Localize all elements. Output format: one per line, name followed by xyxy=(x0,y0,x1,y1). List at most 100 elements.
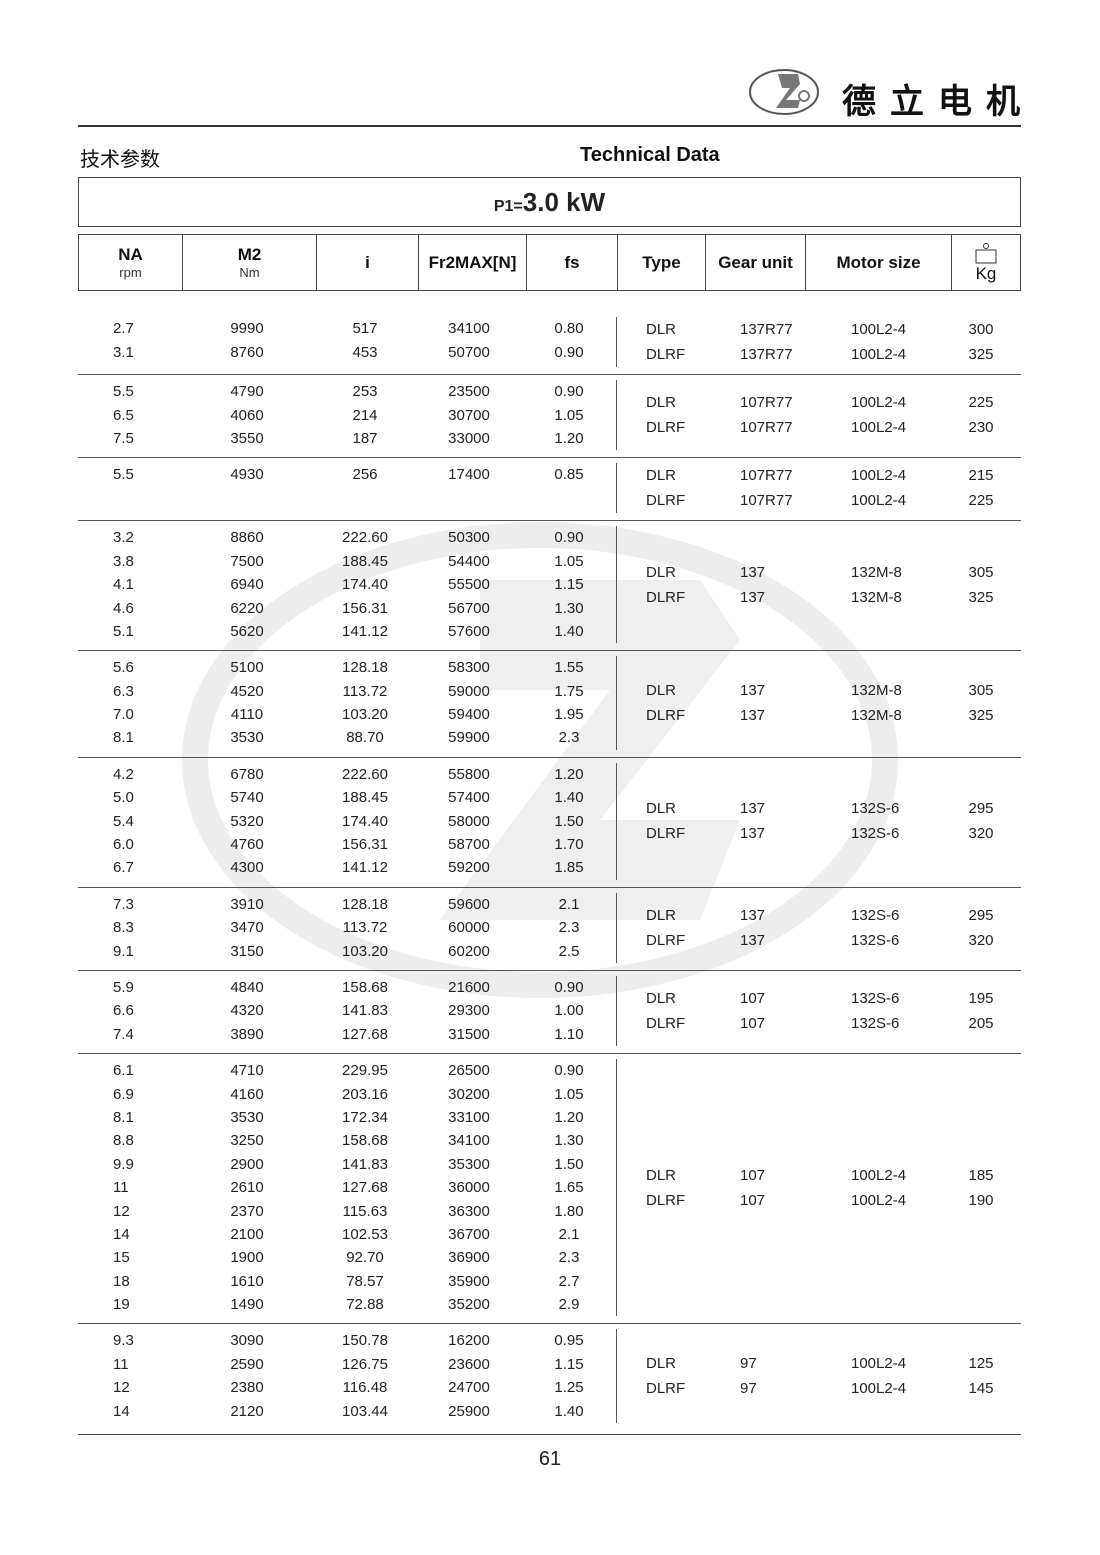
na-cell: 4.2 xyxy=(113,765,134,783)
fs-cell: 2.9 xyxy=(558,1296,580,1314)
fs-cell: 2.5 xyxy=(558,942,580,960)
m2-cell: 4760 xyxy=(230,836,264,854)
fr-cell: 26500 xyxy=(448,1062,490,1080)
na-cell: 5.0 xyxy=(113,789,134,807)
row-group: 5.5 4930 256 17400 0.85 DLR 107R77 100L2-4 215 DL… xyxy=(78,458,1021,522)
table-row: 3.2 8860 222.60 50300 0.90 xyxy=(78,526,616,549)
na-cell: 9.9 xyxy=(113,1155,134,1173)
table-row: 12 2380 116.48 24700 1.25 xyxy=(78,1376,616,1399)
ratio-cell: 126.75 xyxy=(342,1355,388,1373)
m2-cell: 7500 xyxy=(230,552,264,570)
fs-cell: 1.30 xyxy=(554,1132,584,1150)
row-group: 7.3 3910 128.18 59600 2.1 8.3 3470 113.72 60000 2… xyxy=(78,888,1021,971)
type-row: DLRF 107 100L2-4 190 xyxy=(617,1188,1021,1213)
ratio-cell: 174.40 xyxy=(342,812,388,830)
ratio-cell: 188.45 xyxy=(342,552,388,570)
type-row: DLRF 137 132S-6 320 xyxy=(617,928,1021,953)
weight-cell: 145 xyxy=(968,1380,994,1398)
fs-cell: 1.25 xyxy=(554,1379,584,1397)
na-cell: 7.4 xyxy=(113,1025,134,1043)
fr-cell: 57400 xyxy=(448,789,490,807)
ratio-cell: 72.88 xyxy=(346,1296,384,1314)
table-row: 12 2370 115.63 36300 1.80 xyxy=(78,1199,616,1222)
fr-cell: 35200 xyxy=(448,1296,490,1314)
group-values: 5.5 4790 253 23500 0.90 6.5 4060 214 30700 1.05 7.… xyxy=(78,380,617,451)
m2-cell: 8760 xyxy=(230,343,264,361)
m2-cell: 4710 xyxy=(230,1062,264,1080)
type-cell: DLRF xyxy=(646,931,686,949)
motor-size-cell: 100L2-4 xyxy=(851,1166,907,1184)
type-cell: DLR xyxy=(646,394,677,412)
header-divider xyxy=(78,125,1021,127)
m2-cell: 4840 xyxy=(230,979,264,996)
table-row: 3.1 8760 453 50700 0.90 xyxy=(78,340,616,363)
na-cell: 9.1 xyxy=(113,942,134,960)
motor-size-cell: 100L2-4 xyxy=(851,346,907,363)
motor-size-cell: 132M-8 xyxy=(851,681,902,699)
fs-cell: 1.80 xyxy=(554,1202,584,1220)
gear-unit-cell: 107 xyxy=(740,1014,766,1032)
fs-cell: 1.15 xyxy=(554,1355,584,1373)
fr-cell: 30700 xyxy=(448,406,490,424)
fs-cell: 1.75 xyxy=(554,682,584,700)
motor-size-cell: 132M-8 xyxy=(851,588,902,606)
power-rating: P1=3.0 kW xyxy=(78,177,1021,227)
type-cell: DLR xyxy=(646,989,677,1007)
ratio-cell: 172.34 xyxy=(342,1108,388,1126)
type-row: DLRF 137 132M-8 325 xyxy=(617,703,1021,728)
motor-size-cell: 100L2-4 xyxy=(851,419,907,437)
na-cell: 12 xyxy=(113,1202,130,1220)
m2-cell: 4790 xyxy=(230,383,264,401)
na-cell: 6.3 xyxy=(113,682,134,700)
gear-unit-cell: 107 xyxy=(740,1166,766,1184)
fs-cell: 1.05 xyxy=(554,1085,584,1103)
fs-cell: 0.90 xyxy=(554,343,584,361)
group-types: DLR 107R77 100L2-4 215 DLRF 107R77 100L2-4 225 xyxy=(617,463,1021,513)
type-cell: DLR xyxy=(646,800,677,818)
group-values: 5.5 4930 256 17400 0.85 xyxy=(78,463,617,514)
type-row: DLRF 107R77 100L2-4 225 xyxy=(617,488,1021,513)
type-row: DLRF 97 100L2-4 145 xyxy=(617,1376,1021,1401)
m2-cell: 3550 xyxy=(230,429,264,447)
fr-cell: 34100 xyxy=(448,1132,490,1150)
fr-cell: 59900 xyxy=(448,729,490,747)
m2-cell: 5100 xyxy=(230,659,264,677)
type-cell: DLRF xyxy=(646,706,686,724)
fs-cell: 2.3 xyxy=(558,729,580,747)
row-group: 5.6 5100 128.18 58300 1.55 6.3 4520 113.72 59000… xyxy=(78,651,1021,758)
table-row: 5.6 5100 128.18 58300 1.55 xyxy=(78,656,616,679)
table-row: 14 2120 103.44 25900 1.40 xyxy=(78,1399,616,1422)
table-row: 8.1 3530 172.34 33100 1.20 xyxy=(78,1106,616,1129)
fr-cell: 30200 xyxy=(448,1085,490,1103)
type-row: DLR 137R77 100L2-4 300 xyxy=(617,317,1021,342)
m2-cell: 2370 xyxy=(230,1202,264,1220)
na-cell: 8.3 xyxy=(113,919,134,937)
type-cell: DLR xyxy=(646,467,677,485)
motor-size-cell: 132S-6 xyxy=(851,989,900,1007)
brand-name: 德立电机 xyxy=(842,82,1034,122)
col-na: NA rpm xyxy=(79,235,183,290)
row-group: 2.7 9990 517 34100 0.80 3.1 8760 453 50700 0.90 DL… xyxy=(78,312,1021,375)
weight-cell: 295 xyxy=(968,800,994,818)
na-cell: 6.7 xyxy=(113,859,134,877)
ratio-cell: 453 xyxy=(352,343,378,361)
m2-cell: 3470 xyxy=(230,919,264,937)
gear-unit-cell: 137R77 xyxy=(740,346,793,363)
fs-cell: 0.85 xyxy=(554,466,584,484)
m2-cell: 2100 xyxy=(230,1225,264,1243)
m2-cell: 4160 xyxy=(230,1085,264,1103)
gear-unit-cell: 97 xyxy=(740,1380,757,1398)
weight-cell: 215 xyxy=(968,467,994,485)
type-row: DLR 107 100L2-4 185 xyxy=(617,1163,1021,1188)
row-group: 9.3 3090 150.78 16200 0.95 11 2590 126.75 23600 1… xyxy=(78,1324,1021,1430)
gear-unit-cell: 107R77 xyxy=(740,419,793,437)
na-cell: 14 xyxy=(113,1225,130,1243)
type-row: DLR 137 132S-6 295 xyxy=(617,796,1021,821)
table-row: 14 2100 102.53 36700 2.1 xyxy=(78,1223,616,1246)
row-group: 6.1 4710 229.95 26500 0.90 6.9 4160 203.16 30200… xyxy=(78,1054,1021,1325)
row-group: 3.2 8860 222.60 50300 0.90 3.8 7500 188.45 54400… xyxy=(78,521,1021,652)
motor-size-cell: 100L2-4 xyxy=(851,394,907,412)
na-cell: 8.8 xyxy=(113,1132,134,1150)
motor-size-cell: 132M-8 xyxy=(851,563,902,581)
ratio-cell: 78.57 xyxy=(346,1272,384,1290)
